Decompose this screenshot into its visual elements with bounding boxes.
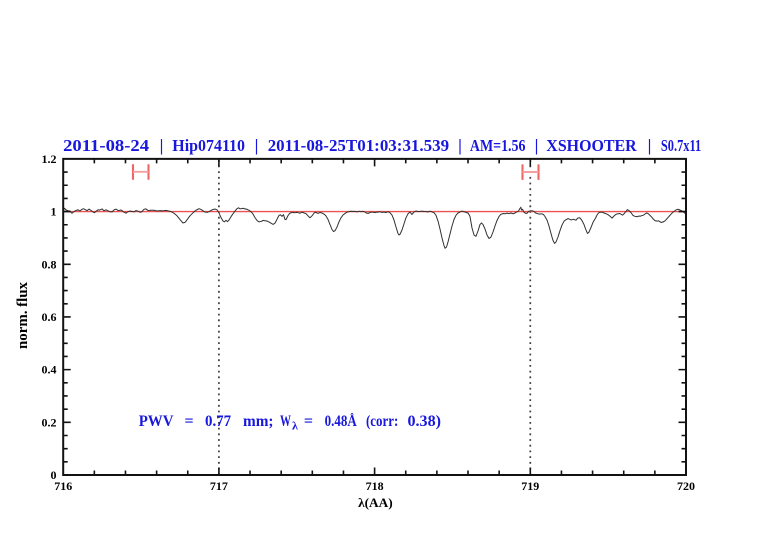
svg-text:AM=1.56: AM=1.56 xyxy=(470,136,526,155)
svg-text:W: W xyxy=(280,413,291,430)
svg-text:XSHOOTER: XSHOOTER xyxy=(546,136,637,155)
svg-text:|: | xyxy=(160,136,164,155)
svg-text:=: = xyxy=(304,413,313,430)
svg-text:2011-08-25T01:03:31.539: 2011-08-25T01:03:31.539 xyxy=(268,136,449,155)
svg-text:λ: λ xyxy=(292,419,298,433)
svg-text:0.6: 0.6 xyxy=(42,310,57,324)
svg-text:0.4: 0.4 xyxy=(42,363,57,377)
svg-text:λ(AA): λ(AA) xyxy=(358,495,393,510)
svg-text:2011-08-24: 2011-08-24 xyxy=(63,136,150,155)
svg-text:|: | xyxy=(535,136,539,155)
svg-text:0.77: 0.77 xyxy=(205,413,231,430)
svg-text:|: | xyxy=(255,136,259,155)
svg-text:716: 716 xyxy=(54,479,72,493)
svg-text:PWV: PWV xyxy=(139,413,174,430)
svg-text:1: 1 xyxy=(51,205,57,219)
svg-text:0.2: 0.2 xyxy=(42,415,57,429)
svg-text:norm. flux: norm. flux xyxy=(15,282,31,349)
svg-text:0.8: 0.8 xyxy=(42,257,57,271)
svg-text:mm;: mm; xyxy=(243,413,274,430)
svg-text:|: | xyxy=(458,136,462,155)
svg-text:718: 718 xyxy=(366,479,384,493)
svg-text:720: 720 xyxy=(677,479,695,493)
svg-text:|: | xyxy=(648,136,652,155)
svg-text:717: 717 xyxy=(210,479,228,493)
svg-text:0.48Å: 0.48Å xyxy=(325,412,358,430)
svg-text:719: 719 xyxy=(521,479,539,493)
svg-text:(corr:: (corr: xyxy=(366,413,398,430)
svg-text:S0.7x11: S0.7x11 xyxy=(661,136,701,155)
svg-text:0: 0 xyxy=(51,468,57,482)
svg-text:1.2: 1.2 xyxy=(42,152,57,166)
svg-text:=: = xyxy=(184,413,193,430)
svg-text:0.38): 0.38) xyxy=(408,413,442,430)
svg-text:Hip074110: Hip074110 xyxy=(172,136,245,155)
